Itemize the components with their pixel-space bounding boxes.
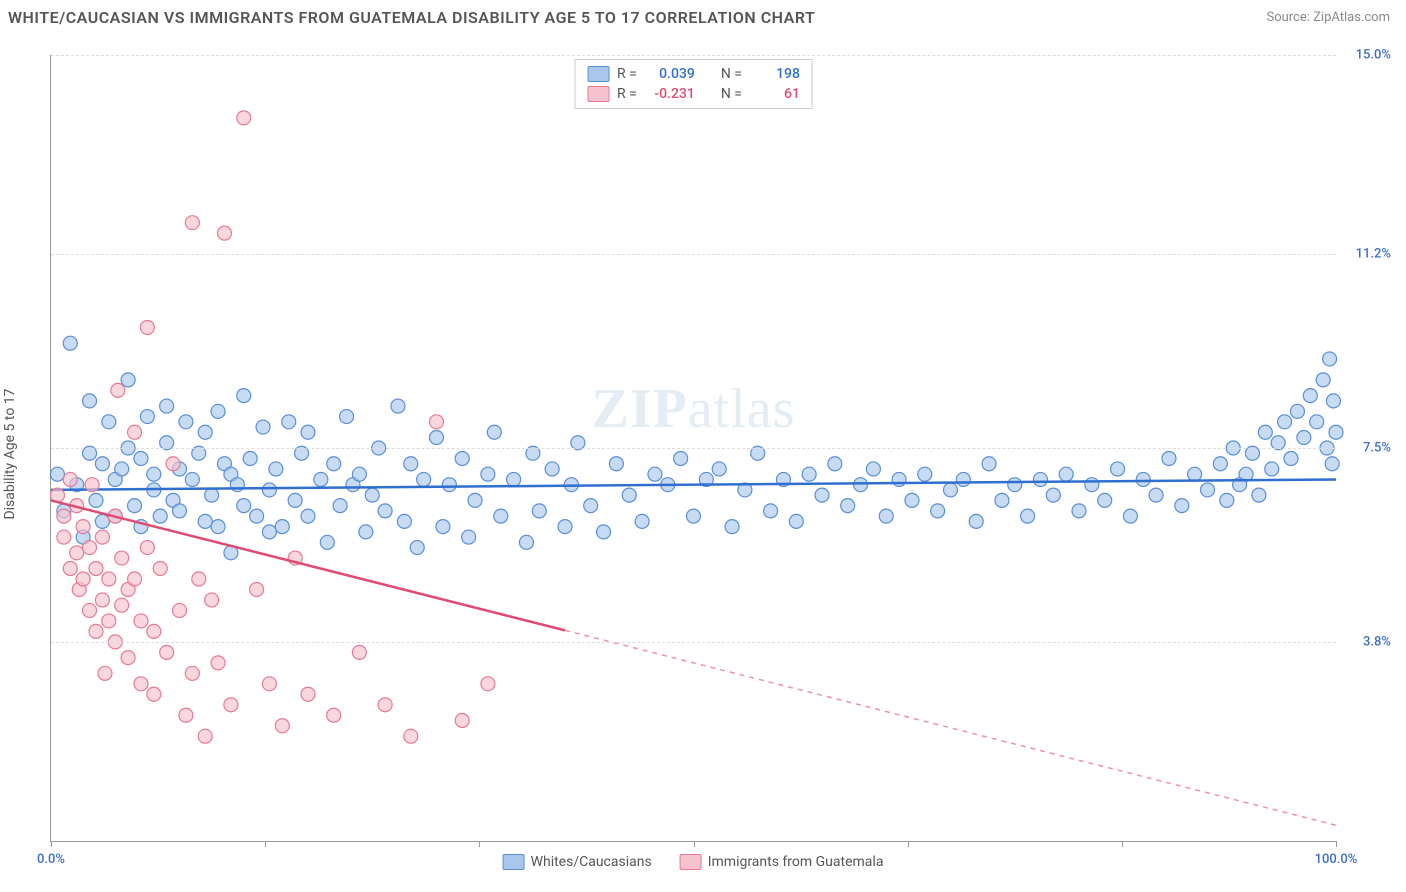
watermark-suffix: atlas (688, 378, 796, 440)
x-tick (1336, 841, 1337, 847)
x-tick (479, 841, 480, 847)
y-axis-label: Disability Age 5 to 17 (2, 388, 18, 519)
x-tick (1122, 841, 1123, 847)
bottom-legend: Whites/Caucasians Immigrants from Guatem… (503, 854, 884, 870)
stats-legend: R = 0.039 N = 198 R = -0.231 N = 61 (574, 59, 813, 109)
r-value-0: 0.039 (645, 66, 695, 82)
x-tick (51, 841, 52, 847)
x-tick-label: 100.0% (1315, 852, 1358, 867)
watermark: ZIPatlas (592, 377, 796, 441)
y-tick-label: 3.8% (1363, 634, 1391, 649)
source-label: Source: ZipAtlas.com (1266, 10, 1390, 25)
r-value-1: -0.231 (645, 86, 695, 102)
watermark-prefix: ZIP (592, 378, 688, 440)
n-label-1: N = (721, 86, 742, 102)
stats-row-series-0: R = 0.039 N = 198 (587, 64, 800, 84)
r-label-1: R = (617, 86, 637, 102)
y-tick-label: 7.5% (1363, 441, 1391, 456)
legend-item-0: Whites/Caucasians (503, 854, 652, 870)
gridline-h (51, 55, 1336, 56)
gridline-h (51, 642, 1336, 643)
legend-label-1: Immigrants from Guatemala (708, 854, 884, 870)
r-label-0: R = (617, 66, 637, 82)
y-tick-label: 11.2% (1356, 247, 1391, 262)
x-tick (265, 841, 266, 847)
plot-area: ZIPatlas R = 0.039 N = 198 R = -0.231 N … (50, 55, 1336, 842)
swatch-series-0 (587, 66, 609, 82)
legend-swatch-1 (680, 854, 702, 870)
swatch-series-1 (587, 86, 609, 102)
gridline-h (51, 254, 1336, 255)
chart-container: ZIPatlas R = 0.039 N = 198 R = -0.231 N … (50, 55, 1336, 842)
gridline-h (51, 448, 1336, 449)
y-tick-label: 15.0% (1356, 48, 1391, 63)
x-tick (908, 841, 909, 847)
chart-title: WHITE/CAUCASIAN VS IMMIGRANTS FROM GUATE… (8, 8, 815, 27)
n-value-0: 198 (750, 66, 800, 82)
legend-label-0: Whites/Caucasians (531, 854, 652, 870)
x-tick (694, 841, 695, 847)
n-value-1: 61 (750, 86, 800, 102)
x-tick-label: 0.0% (37, 852, 65, 867)
legend-item-1: Immigrants from Guatemala (680, 854, 884, 870)
legend-swatch-0 (503, 854, 525, 870)
n-label-0: N = (721, 66, 742, 82)
stats-row-series-1: R = -0.231 N = 61 (587, 84, 800, 104)
